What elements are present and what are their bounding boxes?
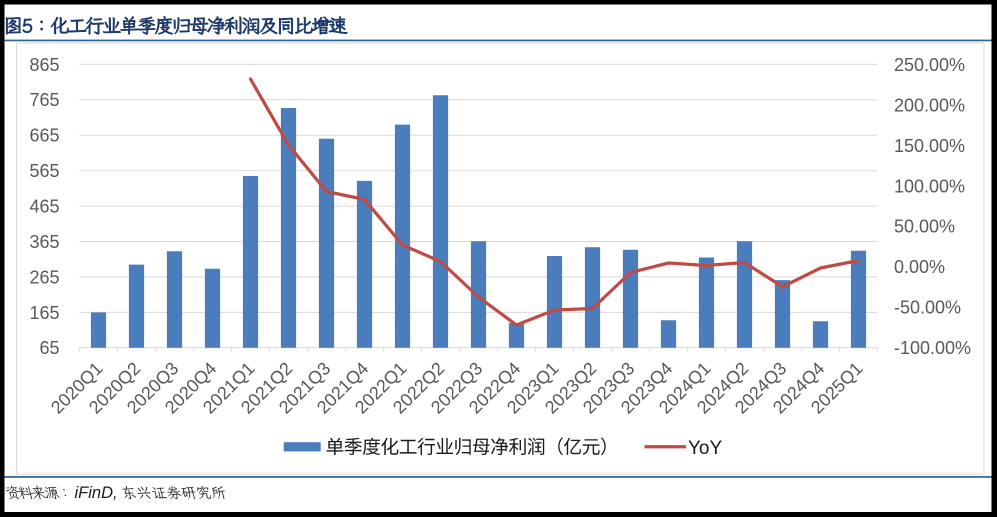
svg-text:iFinD,: iFinD,: [75, 484, 118, 502]
svg-text:465: 465: [29, 197, 59, 217]
svg-text:865: 865: [29, 55, 59, 75]
svg-text:150.00%: 150.00%: [894, 136, 965, 156]
svg-text:100.00%: 100.00%: [894, 176, 965, 196]
svg-text:200.00%: 200.00%: [894, 95, 965, 115]
svg-text:0.00%: 0.00%: [894, 257, 945, 277]
svg-text:65: 65: [39, 338, 59, 358]
svg-text:265: 265: [29, 267, 59, 287]
svg-text:-100.00%: -100.00%: [894, 338, 971, 358]
svg-text:365: 365: [29, 232, 59, 252]
svg-text:665: 665: [29, 126, 59, 146]
svg-text:YoY: YoY: [688, 438, 722, 459]
svg-text:-50.00%: -50.00%: [894, 298, 961, 318]
svg-text:565: 565: [29, 161, 59, 181]
svg-text:250.00%: 250.00%: [894, 55, 965, 75]
svg-text:165: 165: [29, 303, 59, 323]
svg-text:765: 765: [29, 90, 59, 110]
svg-text:50.00%: 50.00%: [894, 217, 955, 237]
